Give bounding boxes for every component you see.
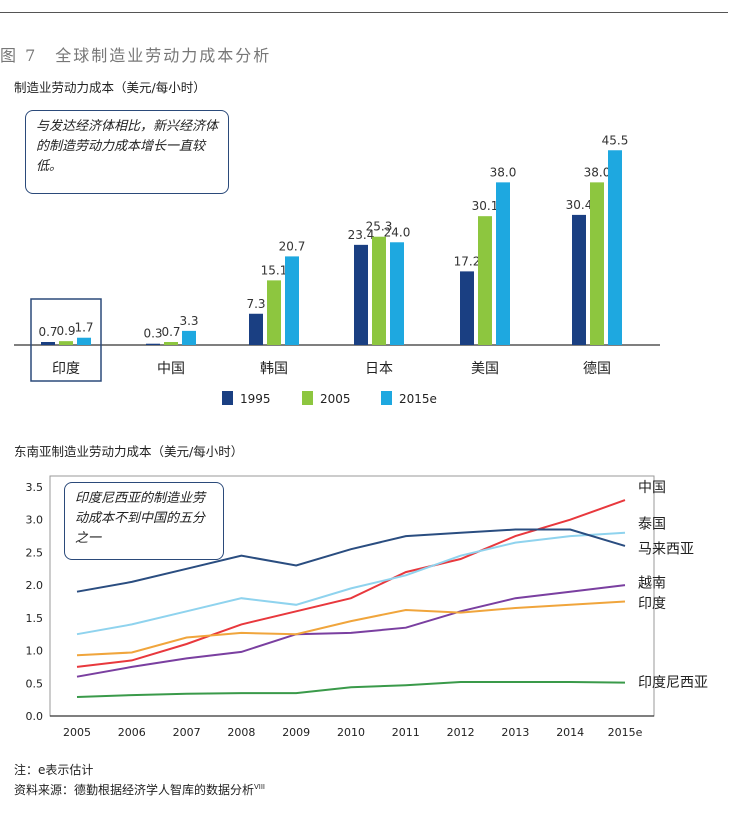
category-label: 日本 [365,361,393,377]
legend-swatch-2005 [302,391,313,405]
bar-value-label: 25.3 [366,220,393,234]
x-tick-label: 2012 [447,726,475,739]
bar-value-label: 3.3 [179,314,198,328]
note-source-sup: VIII [254,783,265,791]
series-line-马来西亚 [76,528,626,593]
bar-value-label: 0.7 [38,325,57,339]
legend-label: 2015e [399,392,437,406]
note-estimate: 注：e表示估计 [14,763,94,777]
x-tick-label: 2008 [227,726,255,739]
series-label: 印度尼西亚 [638,675,708,691]
y-tick-label: 0.0 [26,710,44,723]
x-tick-label: 2006 [118,726,146,739]
bar-中国-2005 [164,342,178,345]
line-chart-callout: 印度尼西亚的制造业劳动成本不到中国的五分之一 [64,482,224,560]
bar-中国-2015e [182,330,196,345]
category-label: 德国 [583,361,611,377]
bar-value-label: 38.0 [490,165,517,179]
bar-value-label: 0.3 [143,327,162,341]
line-plot-frame [49,475,655,717]
line-chart-title: 东南亚制造业劳动力成本（美元/每小时） [14,444,244,459]
figure-title: 图 7 全球制造业劳动力成本分析 [0,46,272,65]
legend-swatch-2015e [381,391,392,405]
bar-value-label: 1.7 [74,321,93,335]
x-tick-label: 2009 [282,726,310,739]
series-line-越南 [76,584,626,678]
top-rule [0,12,728,13]
bar-value-label: 15.1 [261,263,288,277]
x-tick-label: 2013 [501,726,529,739]
y-tick-label: 1.5 [26,612,44,625]
series-label: 中国 [638,480,666,496]
bar-value-label: 38.0 [584,165,611,179]
bar-value-label: 45.5 [602,133,629,147]
bar-美国-2015e [496,182,510,345]
series-line-中国 [76,499,626,668]
bar-美国-1995 [460,271,474,345]
category-label: 韩国 [260,361,288,377]
y-tick-label: 3.0 [26,514,44,527]
legend-label: 1995 [240,392,271,406]
category-label: 中国 [157,361,185,377]
bar-value-label: 17.2 [454,254,481,268]
bar-value-label: 30.1 [472,199,499,213]
legend-label: 2005 [320,392,351,406]
bar-日本-2005 [372,236,386,345]
bar-value-label: 20.7 [279,239,306,253]
x-tick-label: 2011 [392,726,420,739]
bar-chart-callout: 与发达经济体相比，新兴经济体的制造劳动力成本增长一直较低。 [25,110,229,194]
note-source: 资料来源：德勤根据经济学人智库的数据分析VIII [14,781,265,798]
x-tick-label: 2005 [63,726,91,739]
series-label: 泰国 [638,517,666,533]
bar-value-label: 24.0 [384,225,411,239]
y-tick-label: 1.0 [26,645,44,658]
series-line-印度尼西亚 [76,681,626,698]
bar-德国-1995 [572,214,586,345]
legend-swatch-1995 [222,391,233,405]
bar-中国-1995 [146,343,160,345]
bar-日本-1995 [354,244,368,345]
bar-韩国-1995 [249,313,263,345]
series-line-泰国 [76,531,626,636]
y-tick-label: 2.5 [26,546,44,559]
category-label: 美国 [471,361,499,377]
bar-value-label: 7.3 [246,297,265,311]
bar-德国-2015e [608,150,622,345]
bar-value-label: 0.7 [161,325,180,339]
bar-日本-2015e [390,242,404,345]
bar-value-label: 23.4 [348,228,375,242]
bar-韩国-2015e [285,256,299,345]
bar-value-label: 0.9 [56,324,75,338]
highlight-box [30,298,102,382]
x-tick-label: 2007 [173,726,201,739]
bar-韩国-2005 [267,280,281,345]
y-tick-label: 0.5 [26,677,44,690]
x-tick-label: 2014 [556,726,584,739]
y-tick-label: 3.5 [26,481,44,494]
bar-value-label: 30.4 [566,198,593,212]
series-line-印度 [76,600,626,657]
series-label: 马来西亚 [638,542,694,558]
series-label: 越南 [638,576,666,592]
note-source-text: 资料来源：德勤根据经济学人智库的数据分析 [14,783,255,797]
bar-美国-2005 [478,216,492,345]
y-tick-label: 2.0 [26,579,44,592]
bar-chart-title: 制造业劳动力成本（美元/每小时） [14,80,206,95]
bar-印度-1995 [41,342,55,345]
x-tick-label: 2010 [337,726,365,739]
series-label: 印度 [638,596,666,612]
bar-德国-2005 [590,182,604,345]
x-tick-label: 2015e [608,726,643,739]
category-label: 印度 [52,361,80,377]
bar-印度-2005 [59,341,73,345]
line-chart: 0.0 0.5 1.0 1.5 2.0 2.5 3.0 3.5 2005 2006 2007 2008… [26,475,708,739]
bar-chart: 0.70.91.7印度0.30.73.3中国7.315.120.7韩国23.42… [14,133,660,406]
bar-印度-2015e [77,337,91,345]
